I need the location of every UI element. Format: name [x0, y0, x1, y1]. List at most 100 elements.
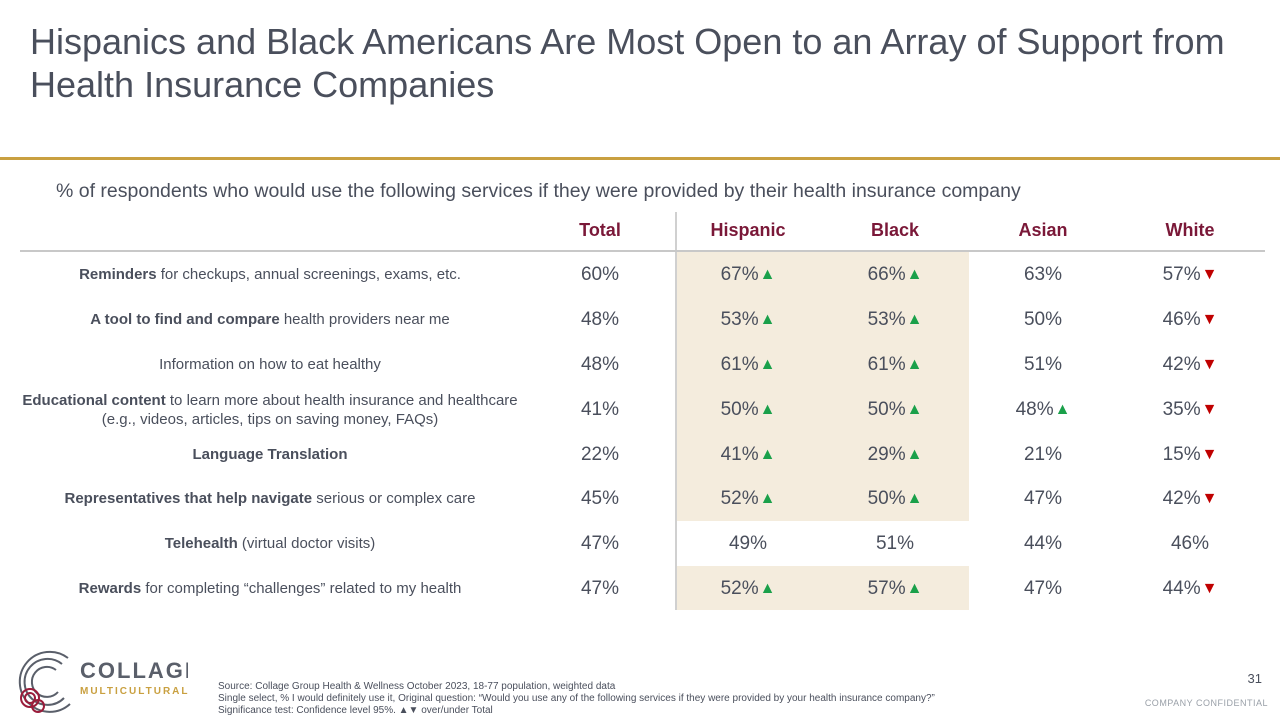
triangle-up-icon: ▲ — [759, 489, 776, 507]
cell-value: 47% — [580, 532, 620, 554]
cell-value: 47% — [580, 577, 620, 599]
cell-value: 50% — [867, 487, 906, 509]
collage-logo: COLLAGE MULTICULTURAL — [18, 650, 188, 713]
cell-asian: 51% — [973, 342, 1113, 387]
cell-value: 15% — [1162, 443, 1201, 465]
cell-value: 49% — [728, 532, 768, 554]
cell-value: 42% — [1162, 487, 1201, 509]
column-header-hispanic: Hispanic — [710, 220, 786, 240]
cell-white: 44% ▼ — [1120, 566, 1260, 611]
triangle-down-icon: ▼ — [1201, 489, 1218, 507]
row-label-bold: Reminders — [79, 266, 157, 283]
cell-value: 63% — [1023, 263, 1063, 285]
slide-title: Hispanics and Black Americans Are Most O… — [30, 21, 1225, 105]
row-label-bold: Representatives that help navigate — [64, 490, 313, 507]
triangle-up-icon: ▲ — [759, 400, 776, 418]
triangle-up-icon: ▲ — [906, 310, 923, 328]
row-label: Rewards for completing “challenges” rela… — [20, 566, 520, 611]
svg-text:COLLAGE: COLLAGE — [80, 658, 188, 683]
cell-value: 44% — [1162, 577, 1201, 599]
cell-black: 29% ▲ — [825, 432, 965, 477]
divider — [0, 157, 1280, 160]
confidential-label: COMPANY CONFIDENTIAL — [1144, 698, 1268, 708]
cell-value: 51% — [1023, 353, 1063, 375]
row-label-text: (virtual doctor visits) — [237, 535, 376, 552]
cell-value: 50% — [720, 398, 759, 420]
cell-value: 29% — [867, 443, 906, 465]
cell-value: 45% — [580, 487, 620, 509]
triangle-down-icon: ▼ — [1201, 355, 1218, 373]
triangle-up-icon: ▲ — [759, 265, 776, 283]
cell-white: 15% ▼ — [1120, 432, 1260, 477]
cell-white: 35% ▼ — [1120, 387, 1260, 432]
cell-value: 53% — [867, 308, 906, 330]
divider — [675, 212, 677, 610]
triangle-down-icon: ▼ — [1201, 579, 1218, 597]
cell-hispanic: 49% — [678, 521, 818, 566]
cell-value: 50% — [1023, 308, 1063, 330]
triangle-up-icon: ▲ — [906, 265, 923, 283]
table-row: Telehealth (virtual doctor visits) 47% 49%… — [0, 521, 1280, 566]
cell-hispanic: 52% ▲ — [678, 566, 818, 611]
triangle-up-icon: ▲ — [759, 355, 776, 373]
cell-white: 57% ▼ — [1120, 252, 1260, 297]
cell-asian: 48% ▲ — [973, 387, 1113, 432]
cell-value: 47% — [1023, 487, 1063, 509]
triangle-up-icon: ▲ — [759, 310, 776, 328]
cell-white: 46% — [1120, 521, 1260, 566]
row-label: Educational content to learn more about … — [20, 387, 520, 432]
cell-value: 21% — [1023, 443, 1063, 465]
triangle-up-icon: ▲ — [906, 489, 923, 507]
column-header-white: White — [1165, 220, 1215, 240]
row-label: A tool to find and compare health provid… — [20, 297, 520, 342]
table-row: Language Translation 22% 41% ▲ 29% ▲ 21% 15% ▼ — [0, 432, 1280, 477]
cell-white: 46% ▼ — [1120, 297, 1260, 342]
row-label-text: to learn more about health insurance and… — [101, 391, 518, 428]
cell-value: 50% — [867, 398, 906, 420]
cell-asian: 50% — [973, 297, 1113, 342]
svg-text:MULTICULTURAL: MULTICULTURAL — [80, 686, 188, 697]
cell-total: 48% — [530, 342, 670, 387]
row-label: Reminders for checkups, annual screening… — [20, 252, 520, 297]
cell-value: 57% — [1162, 263, 1201, 285]
cell-asian: 21% — [973, 432, 1113, 477]
cell-value: 48% — [580, 308, 620, 330]
cell-value: 44% — [1023, 532, 1063, 554]
row-label-text: for completing “challenges” related to m… — [141, 580, 462, 597]
cell-value: 61% — [720, 353, 759, 375]
source-line: Significance test: Confidence level 95%.… — [218, 705, 493, 716]
cell-value: 61% — [867, 353, 906, 375]
cell-black: 53% ▲ — [825, 297, 965, 342]
cell-value: 52% — [720, 577, 759, 599]
row-label: Information on how to eat healthy — [20, 342, 520, 387]
triangle-down-icon: ▼ — [1201, 265, 1218, 283]
highlight-shade — [677, 252, 969, 521]
row-label-text: health providers near me — [279, 311, 450, 328]
cell-value: 46% — [1170, 532, 1210, 554]
cell-black: 50% ▲ — [825, 476, 965, 521]
cell-value: 48% — [580, 353, 620, 375]
cell-value: 52% — [720, 487, 759, 509]
row-label-bold: A tool to find and compare — [90, 311, 280, 328]
cell-value: 47% — [1023, 577, 1063, 599]
divider — [20, 250, 1265, 252]
table-row: Information on how to eat healthy 48% 61% ▲… — [0, 342, 1280, 387]
cell-white: 42% ▼ — [1120, 476, 1260, 521]
cell-total: 22% — [530, 432, 670, 477]
row-label: Language Translation — [20, 432, 520, 477]
cell-black: 51% — [825, 521, 965, 566]
cell-value: 22% — [580, 443, 620, 465]
highlight-shade — [677, 566, 969, 610]
triangle-down-icon: ▼ — [1201, 445, 1218, 463]
triangle-up-icon: ▲ — [906, 400, 923, 418]
triangle-up-icon: ▲ — [759, 579, 776, 597]
column-header-asian: Asian — [1018, 220, 1068, 240]
row-label-text: Information on how to eat healthy — [159, 356, 381, 373]
cell-value: 57% — [867, 577, 906, 599]
cell-total: 60% — [530, 252, 670, 297]
row-label: Telehealth (virtual doctor visits) — [20, 521, 520, 566]
cell-total: 47% — [530, 521, 670, 566]
row-label: Representatives that help navigate serio… — [20, 476, 520, 521]
triangle-up-icon: ▲ — [906, 355, 923, 373]
triangle-up-icon: ▲ — [1054, 400, 1071, 418]
